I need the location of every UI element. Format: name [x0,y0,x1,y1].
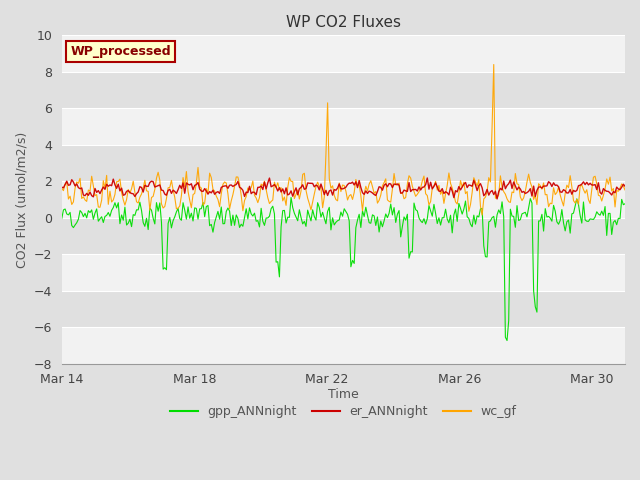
Bar [62,218,625,254]
X-axis label: Time: Time [328,388,359,401]
wc_gf [552,192,559,197]
Line: gpp_ANNnight: gpp_ANNnight [62,197,625,340]
wc_gf [523,179,531,185]
er_ANNnight [424,175,431,181]
gpp_ANNnight [523,214,531,220]
wc_gf [140,185,147,191]
Line: wc_gf: wc_gf [62,64,625,215]
Y-axis label: CO2 Flux (umol/m2/s): CO2 Flux (umol/m2/s) [15,132,28,268]
Bar [62,181,625,218]
Bar [62,291,625,327]
Text: WP_processed: WP_processed [70,45,171,58]
er_ANNnight [399,190,406,196]
wc_gf [478,212,486,218]
er_ANNnight [523,190,531,195]
wc_gf [159,205,167,211]
Legend: gpp_ANNnight, er_ANNnight, wc_gf: gpp_ANNnight, er_ANNnight, wc_gf [165,400,522,423]
gpp_ANNnight [511,225,519,230]
gpp_ANNnight [503,337,511,343]
er_ANNnight [140,189,147,195]
Line: er_ANNnight: er_ANNnight [62,178,625,199]
gpp_ANNnight [58,216,66,221]
gpp_ANNnight [400,214,408,220]
gpp_ANNnight [287,194,295,200]
wc_gf [511,170,519,176]
er_ANNnight [511,183,519,189]
wc_gf [490,61,497,67]
er_ANNnight [552,182,559,188]
Bar [62,72,625,108]
Title: WP CO2 Fluxes: WP CO2 Fluxes [286,15,401,30]
wc_gf [58,185,66,191]
wc_gf [399,190,406,195]
er_ANNnight [159,188,167,193]
gpp_ANNnight [552,208,559,214]
wc_gf [621,187,629,193]
gpp_ANNnight [140,220,147,226]
er_ANNnight [58,184,66,190]
gpp_ANNnight [159,266,167,272]
Bar [62,36,625,72]
er_ANNnight [621,183,629,189]
er_ANNnight [493,196,501,202]
Bar [62,327,625,364]
gpp_ANNnight [621,201,629,206]
Bar [62,145,625,181]
Bar [62,108,625,145]
Bar [62,254,625,291]
